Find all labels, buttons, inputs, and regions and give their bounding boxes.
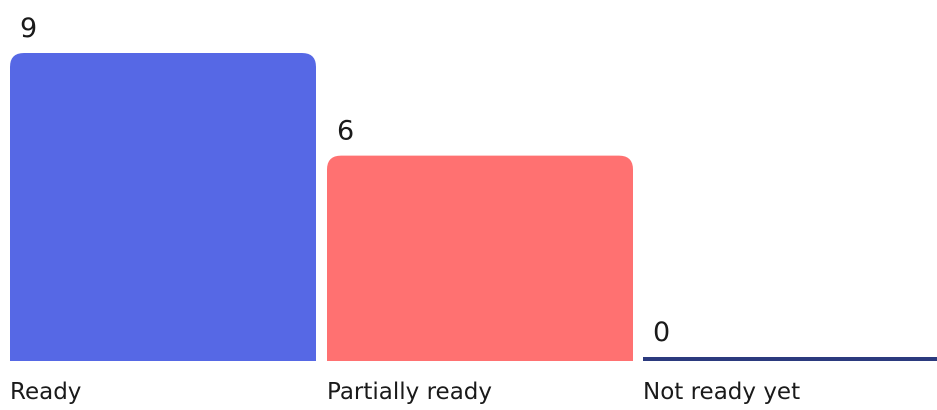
bar-partially-ready (327, 155, 633, 361)
value-label-ready: 9 (20, 13, 37, 44)
category-label-ready: Ready (10, 379, 81, 405)
bars-layer (10, 53, 937, 361)
category-label-partially-ready: Partially ready (327, 379, 492, 405)
labels-layer: 9 Ready 6 Partially ready 0 Not ready yet (10, 13, 800, 405)
category-label-not-ready-yet: Not ready yet (643, 379, 800, 405)
bar-not-ready-yet (643, 357, 937, 361)
value-label-not-ready-yet: 0 (653, 317, 670, 348)
value-label-partially-ready: 6 (337, 116, 354, 147)
bar-ready (10, 53, 316, 361)
